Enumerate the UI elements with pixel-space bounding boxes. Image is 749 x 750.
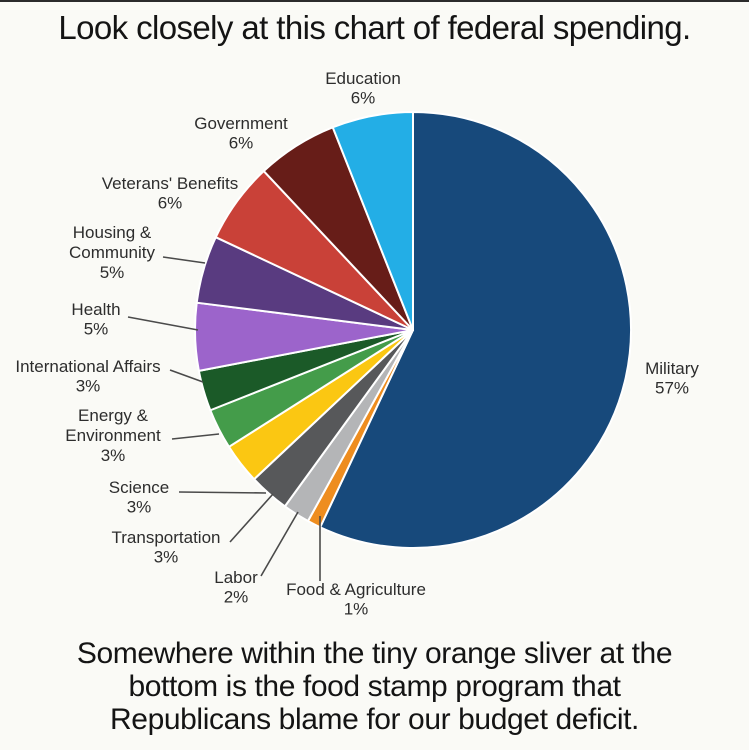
slice-name-labor: Labor (214, 568, 258, 587)
caption-line-1: Somewhere within the tiny orange sliver … (76, 637, 673, 670)
slice-label-energy-environment: Energy & Environment 3% (65, 406, 161, 465)
slice-pct-transportation: 3% (154, 548, 179, 567)
slice-pct-government: 6% (229, 134, 254, 153)
leader-lines (127, 256, 321, 581)
leader-line-transportation (229, 493, 274, 543)
slice-label-health: Health 5% (71, 300, 120, 339)
leader-line-health (127, 316, 199, 331)
slice-pct-veterans-benefits: 6% (158, 194, 183, 213)
caption-line-2: bottom is the food stamp program that (128, 670, 621, 703)
leader-line-international-affairs (169, 369, 204, 383)
pie-slices (194, 111, 633, 549)
slice-name-energy-environment: Environment (65, 426, 161, 445)
slice-name-housing-community: Community (69, 243, 155, 262)
slice-label-labor: Labor 2% (214, 568, 258, 607)
slice-name-transportation: Transportation (112, 528, 221, 547)
pie-slice-education (331, 111, 414, 331)
slice-name-veterans-benefits: Veterans' Benefits (102, 174, 239, 193)
slice-pct-housing-community: 5% (100, 263, 125, 282)
slice-name-military: Military (645, 359, 699, 378)
slice-name-international-affairs: International Affairs (15, 357, 160, 376)
slice-label-government: Government 6% (194, 114, 288, 153)
slice-name-housing-community: Housing & (73, 223, 152, 242)
slice-name-health: Health (71, 300, 120, 319)
page-title: Look closely at this chart of federal sp… (58, 9, 691, 46)
slice-label-veterans-benefits: Veterans' Benefits 6% (102, 174, 239, 213)
slice-label-education: Education 6% (325, 69, 401, 108)
slice-label-transportation: Transportation 3% (112, 528, 221, 567)
slice-name-education: Education (325, 69, 401, 88)
leader-line-housing-community (162, 256, 206, 264)
slice-labels: Military 57%Food & Agriculture 1%Labor 2%Tr… (15, 69, 699, 619)
slice-pct-military: 57% (655, 379, 689, 398)
caption: Somewhere within the tiny orange sliver … (0, 637, 749, 736)
slice-label-food-agriculture: Food & Agriculture 1% (286, 580, 426, 619)
slice-label-housing-community: Housing & Community 5% (69, 223, 155, 282)
slice-pct-science: 3% (127, 498, 152, 517)
slice-name-energy-environment: Energy & (78, 406, 149, 425)
slice-label-international-affairs: International Affairs 3% (15, 357, 160, 396)
slice-name-government: Government (194, 114, 288, 133)
leader-line-labor (260, 511, 299, 577)
slice-pct-labor: 2% (224, 588, 249, 607)
slice-pct-food-agriculture: 1% (344, 600, 369, 619)
leader-line-science (178, 491, 267, 494)
slice-name-food-agriculture: Food & Agriculture (286, 580, 426, 599)
slice-pct-health: 5% (84, 320, 109, 339)
caption-line-3: Republicans blame for our budget deficit… (110, 703, 639, 736)
pie-slice-military (319, 111, 633, 549)
slice-pct-energy-environment: 3% (101, 446, 126, 465)
slice-label-military: Military 57% (645, 359, 699, 398)
slice-name-science: Science (109, 478, 169, 497)
slice-label-science: Science 3% (109, 478, 169, 517)
slice-pct-international-affairs: 3% (76, 377, 101, 396)
top-border (0, 0, 749, 2)
slice-pct-education: 6% (351, 89, 376, 108)
leader-line-energy-environment (171, 433, 220, 440)
